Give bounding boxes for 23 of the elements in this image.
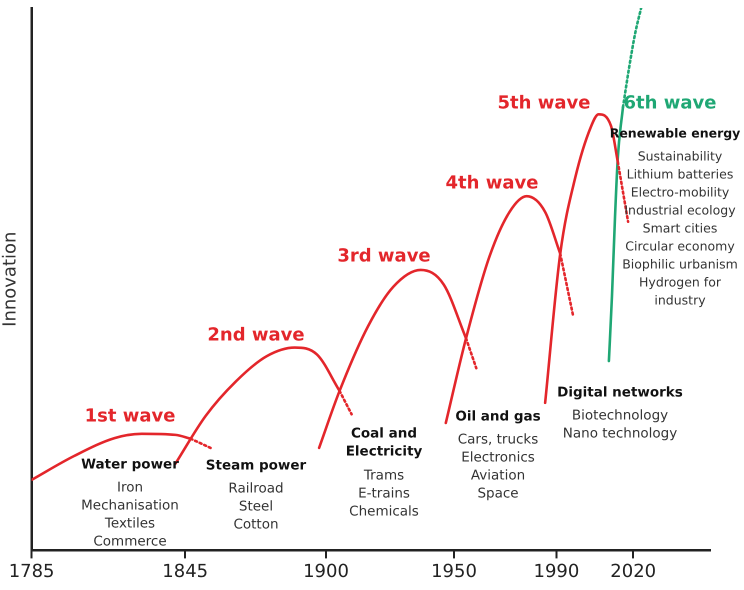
- annotation: 1st wave: [84, 406, 176, 427]
- annotation: Trams E-trains Chemicals: [349, 468, 419, 520]
- annotation: Oil and gas: [455, 408, 541, 424]
- x-tick-label: 1785: [8, 560, 55, 582]
- annotation: Coal and Electricity: [346, 426, 423, 460]
- annotation: 2nd wave: [207, 324, 305, 346]
- x-tick-label: 2020: [610, 560, 656, 582]
- annotation: Steam power: [206, 458, 307, 474]
- annotation: Iron Mechanisation Textiles Commerce: [81, 480, 179, 550]
- x-tick-label: 1900: [303, 560, 349, 582]
- annotation: Water power: [81, 456, 180, 472]
- annotation: Biotechnology Nano technology: [562, 408, 678, 442]
- annotation: 6th wave: [624, 92, 716, 114]
- x-tick-label: 1990: [533, 560, 580, 582]
- y-axis-title: Innovation: [0, 232, 20, 327]
- annotation: 3rd wave: [337, 246, 431, 267]
- annotation: Digital networks: [557, 384, 683, 400]
- x-tick-label: 1845: [162, 560, 208, 582]
- annotation: Cars, trucks Electronics Aviation Space: [458, 432, 538, 502]
- x-tick-label: 1950: [431, 560, 477, 582]
- annotation: Railroad Steel Cotton: [228, 480, 284, 532]
- annotation: 5th wave: [498, 92, 590, 114]
- annotation: 4th wave: [446, 172, 538, 194]
